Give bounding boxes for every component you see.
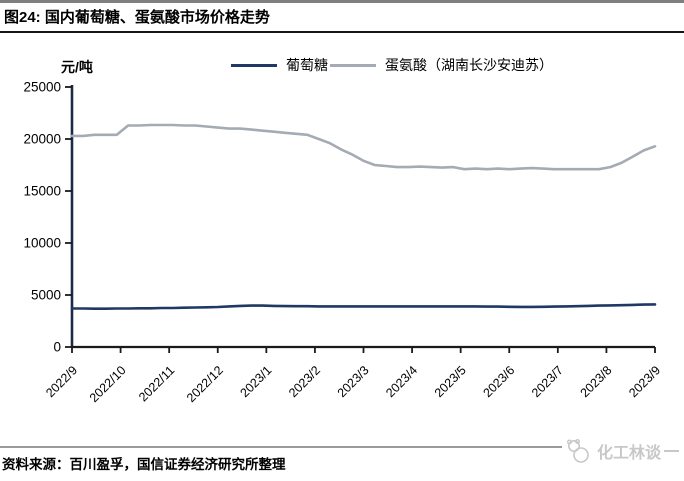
x-tick-label: 2023/4 bbox=[383, 363, 420, 400]
chemtalk-panda-icon bbox=[567, 439, 589, 463]
x-tick-label: 2023/1 bbox=[238, 363, 275, 400]
x-tick-label: 2023/8 bbox=[578, 363, 615, 400]
figure-title: 图24: 国内葡萄糖、蛋氨酸市场价格走势 bbox=[4, 9, 270, 26]
y-axis-unit-label: 元/吨 bbox=[61, 59, 93, 75]
legend-item-methionine: 蛋氨酸（湖南长沙安迪苏） bbox=[330, 55, 553, 75]
source-attribution: 资料来源：百川盈孚，国信证券经济研究所整理 bbox=[2, 457, 286, 472]
y-tick-label: 10000 bbox=[23, 236, 61, 251]
y-tick-label: 0 bbox=[53, 340, 61, 355]
y-tick-label: 5000 bbox=[31, 288, 61, 303]
footer-divider-line bbox=[0, 446, 562, 448]
x-tick-label: 2023/5 bbox=[432, 363, 469, 400]
glucose-line-swatch bbox=[231, 63, 277, 67]
title-divider-line bbox=[0, 31, 684, 33]
methionine-line bbox=[70, 123, 657, 171]
glucose-line bbox=[70, 303, 657, 311]
watermark-dash bbox=[664, 450, 680, 452]
legend-item-glucose: 葡萄糖 bbox=[231, 55, 328, 75]
watermark-logo: 化工林谈 bbox=[564, 437, 680, 465]
x-tick-label: 2023/6 bbox=[480, 363, 517, 400]
x-tick-label: 2022/9 bbox=[43, 363, 80, 400]
x-tick-label: 2022/12 bbox=[184, 363, 226, 405]
x-tick-label: 2023/7 bbox=[529, 363, 566, 400]
watermark-text: 化工林谈 bbox=[597, 445, 662, 462]
x-tick-label: 2022/11 bbox=[136, 363, 177, 404]
x-tick-label: 2023/2 bbox=[286, 363, 323, 400]
top-border-bar bbox=[0, 0, 684, 3]
y-tick-label: 20000 bbox=[23, 132, 61, 147]
legend-label-glucose: 葡萄糖 bbox=[286, 57, 328, 73]
y-tick-label: 15000 bbox=[23, 184, 61, 199]
chart-legend: 葡萄糖 蛋氨酸（湖南长沙安迪苏） bbox=[120, 55, 664, 75]
methionine-line-swatch bbox=[330, 63, 376, 67]
y-tick-label: 25000 bbox=[23, 80, 61, 95]
x-tick-label: 2023/9 bbox=[626, 363, 663, 400]
legend-label-methionine: 蛋氨酸（湖南长沙安迪苏） bbox=[385, 57, 553, 73]
x-tick-label: 2023/3 bbox=[335, 363, 372, 400]
x-tick-label: 2022/10 bbox=[87, 363, 129, 405]
